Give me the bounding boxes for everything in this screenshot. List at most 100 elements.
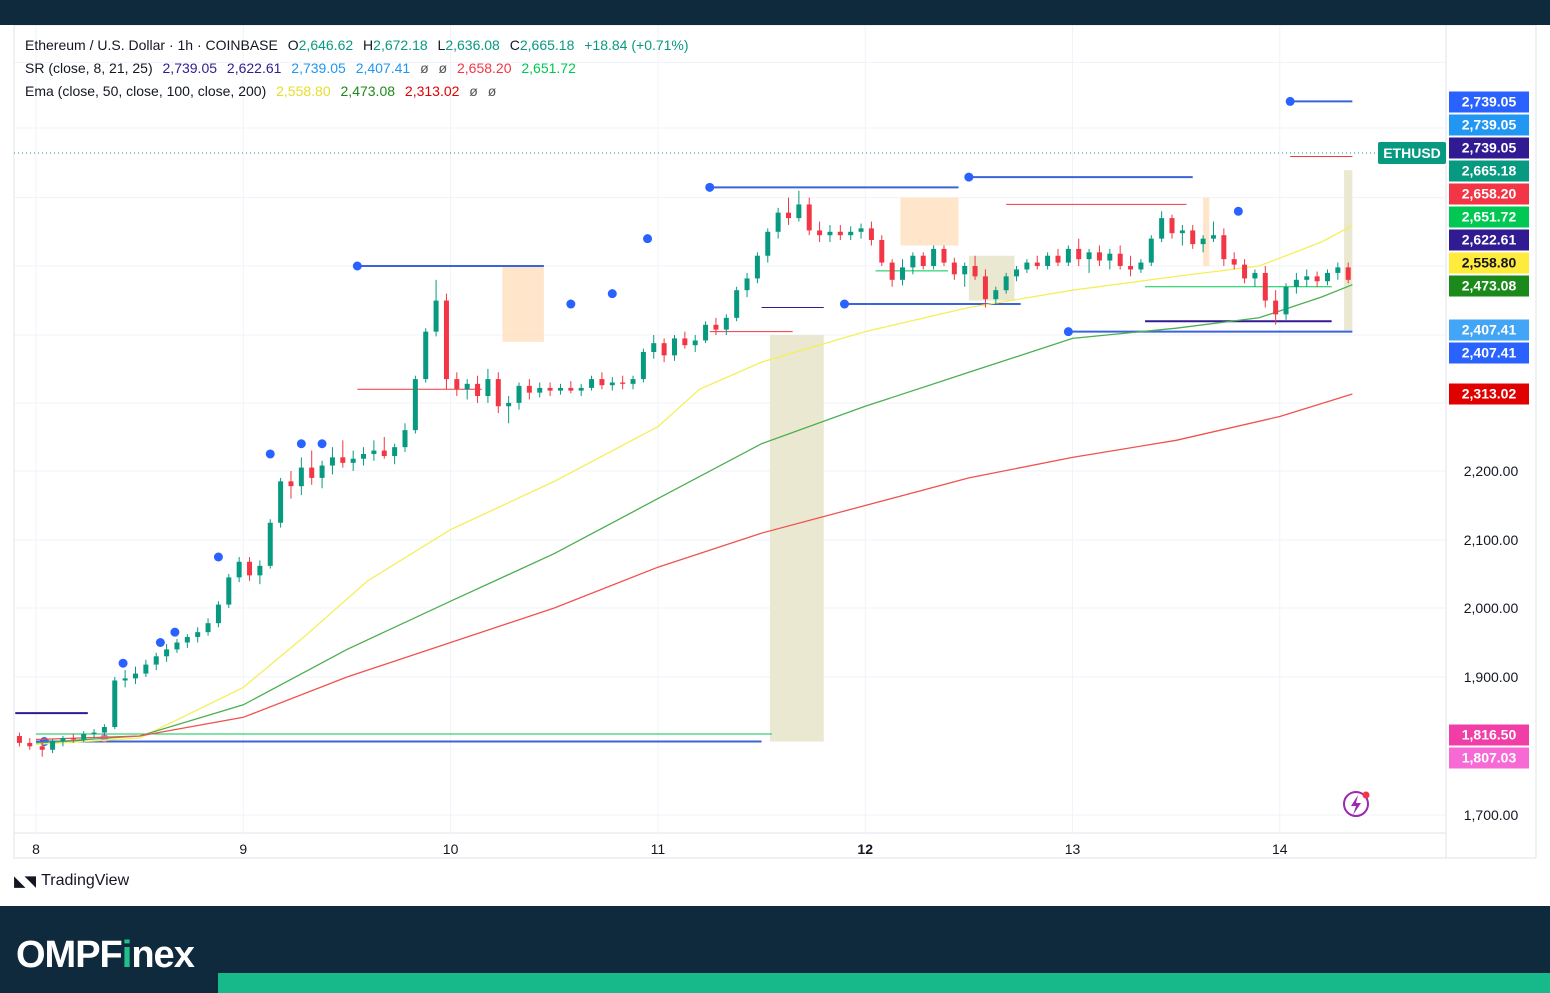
legend-row-symbol: Ethereum / U.S. Dollar · 1h · COINBASE O… [25, 34, 695, 57]
plot-border [13, 25, 1537, 859]
price-label: 2,313.02 [1462, 386, 1517, 402]
ema-line [35, 393, 1353, 741]
ema-value: 2,473.08 [340, 83, 396, 99]
price-label: 2,739.05 [1462, 117, 1517, 133]
candle-body [392, 447, 398, 457]
candle-body [682, 338, 688, 346]
candle-body [495, 379, 501, 407]
candle-body [962, 266, 968, 275]
legend-row-sr[interactable]: SR (close, 8, 21, 25) 2,739.05 2,622.61 … [25, 57, 695, 80]
candle-body [164, 649, 170, 657]
candle-body [195, 632, 201, 637]
candle-body [1024, 262, 1030, 270]
candle-body [868, 228, 874, 241]
candle-body [547, 387, 553, 391]
candle-body [568, 387, 574, 391]
price-label: 1,807.03 [1462, 750, 1517, 766]
candle-body [993, 290, 999, 300]
brand-logo: OMPFinex [16, 934, 195, 976]
candle-body [257, 565, 263, 576]
candle-body [485, 379, 491, 397]
range-box [769, 335, 824, 742]
x-tick-label: 11 [651, 841, 666, 857]
candle-body [1138, 262, 1144, 270]
price-label: 2,407.41 [1462, 322, 1517, 338]
candle-body [1034, 262, 1040, 266]
candle-body [122, 678, 128, 681]
range-box [502, 266, 544, 342]
candle-body [671, 338, 677, 356]
sr-pivot-dot [352, 261, 362, 271]
candle-body [972, 266, 978, 277]
x-tick-label: 14 [1272, 841, 1288, 857]
candle-body [226, 577, 232, 605]
candle-body [1345, 267, 1351, 280]
candle-body [236, 561, 242, 578]
ohlc-high: H2,672.18 [363, 37, 428, 53]
candle-body [215, 604, 221, 624]
sr-pivot-dot [1285, 96, 1295, 106]
x-tick-label: 9 [239, 841, 247, 857]
ohlc-close: C2,665.18 [509, 37, 575, 53]
sr-value: 2,407.41 [355, 60, 411, 76]
candle-body [1324, 272, 1330, 282]
candle-body [288, 481, 294, 487]
ema-line [35, 225, 1353, 745]
tradingview-logo[interactable]: ◣◥ TradingView [14, 872, 129, 890]
sr-pivot-dot [607, 289, 617, 299]
candle-body [1293, 279, 1299, 287]
symbol-title: Ethereum / U.S. Dollar · 1h · COINBASE [25, 37, 278, 53]
candle-body [640, 351, 646, 380]
candle-body [1314, 276, 1320, 282]
candle-body [1242, 264, 1248, 279]
price-label-bg [1449, 91, 1529, 113]
price-chart[interactable]: ETHUSD 1,700.00 1,900.00 2,000.00 2,100.00 2,… [0, 25, 1550, 885]
candle-body [692, 340, 698, 346]
candle-body [1076, 248, 1082, 260]
candle-body [1200, 238, 1206, 245]
candle-body [1159, 218, 1165, 239]
candle-body [1210, 235, 1216, 239]
sr-pivot-dot [155, 638, 165, 647]
footer-stripe [218, 973, 1550, 993]
price-label: 2,739.05 [1462, 94, 1517, 110]
candle-body [402, 430, 408, 448]
y-tick-label: 1,700.00 [1464, 807, 1519, 823]
candle-body [889, 262, 895, 280]
price-label: 2,407.41 [1462, 345, 1517, 361]
tradingview-wordmark: TradingView [41, 872, 130, 889]
candle-body [247, 561, 253, 576]
candle-body [941, 248, 947, 263]
notification-dot [1362, 791, 1370, 799]
symbol-tag-bg [1378, 142, 1446, 164]
sr-value: 2,739.05 [291, 60, 346, 76]
candle-body [817, 230, 823, 236]
candle-body [806, 204, 812, 231]
tradingview-mark-icon: ◣◥ [14, 873, 36, 890]
candle-body [526, 385, 532, 393]
sr-pivot-dot [1063, 327, 1073, 337]
candle-body [1117, 253, 1123, 266]
candle-body [609, 382, 615, 386]
candle-body [1273, 300, 1279, 315]
price-label: 2,558.80 [1462, 255, 1517, 271]
candle-body [1252, 272, 1258, 279]
candle-body [651, 343, 657, 352]
candle-body [620, 382, 626, 384]
ohlc-open: O2,646.62 [287, 37, 354, 53]
y-tick-label: 2,000.00 [1464, 600, 1519, 616]
candle-body [1086, 252, 1092, 260]
price-label-bg [1449, 342, 1529, 364]
symbol-tag: ETHUSD [1383, 145, 1441, 161]
candle-body [900, 267, 906, 280]
legend-row-ema[interactable]: Ema (close, 50, close, 100, close, 200) … [25, 80, 695, 103]
candle-body [661, 343, 667, 356]
price-label-bg [1449, 319, 1529, 341]
candle-body [153, 656, 159, 665]
sr-value: 2,622.61 [226, 60, 282, 76]
candle-body [423, 331, 429, 380]
candle-body [1014, 269, 1020, 277]
candle-body [298, 467, 304, 487]
candle-body [454, 379, 460, 390]
candle-body [1190, 230, 1196, 245]
